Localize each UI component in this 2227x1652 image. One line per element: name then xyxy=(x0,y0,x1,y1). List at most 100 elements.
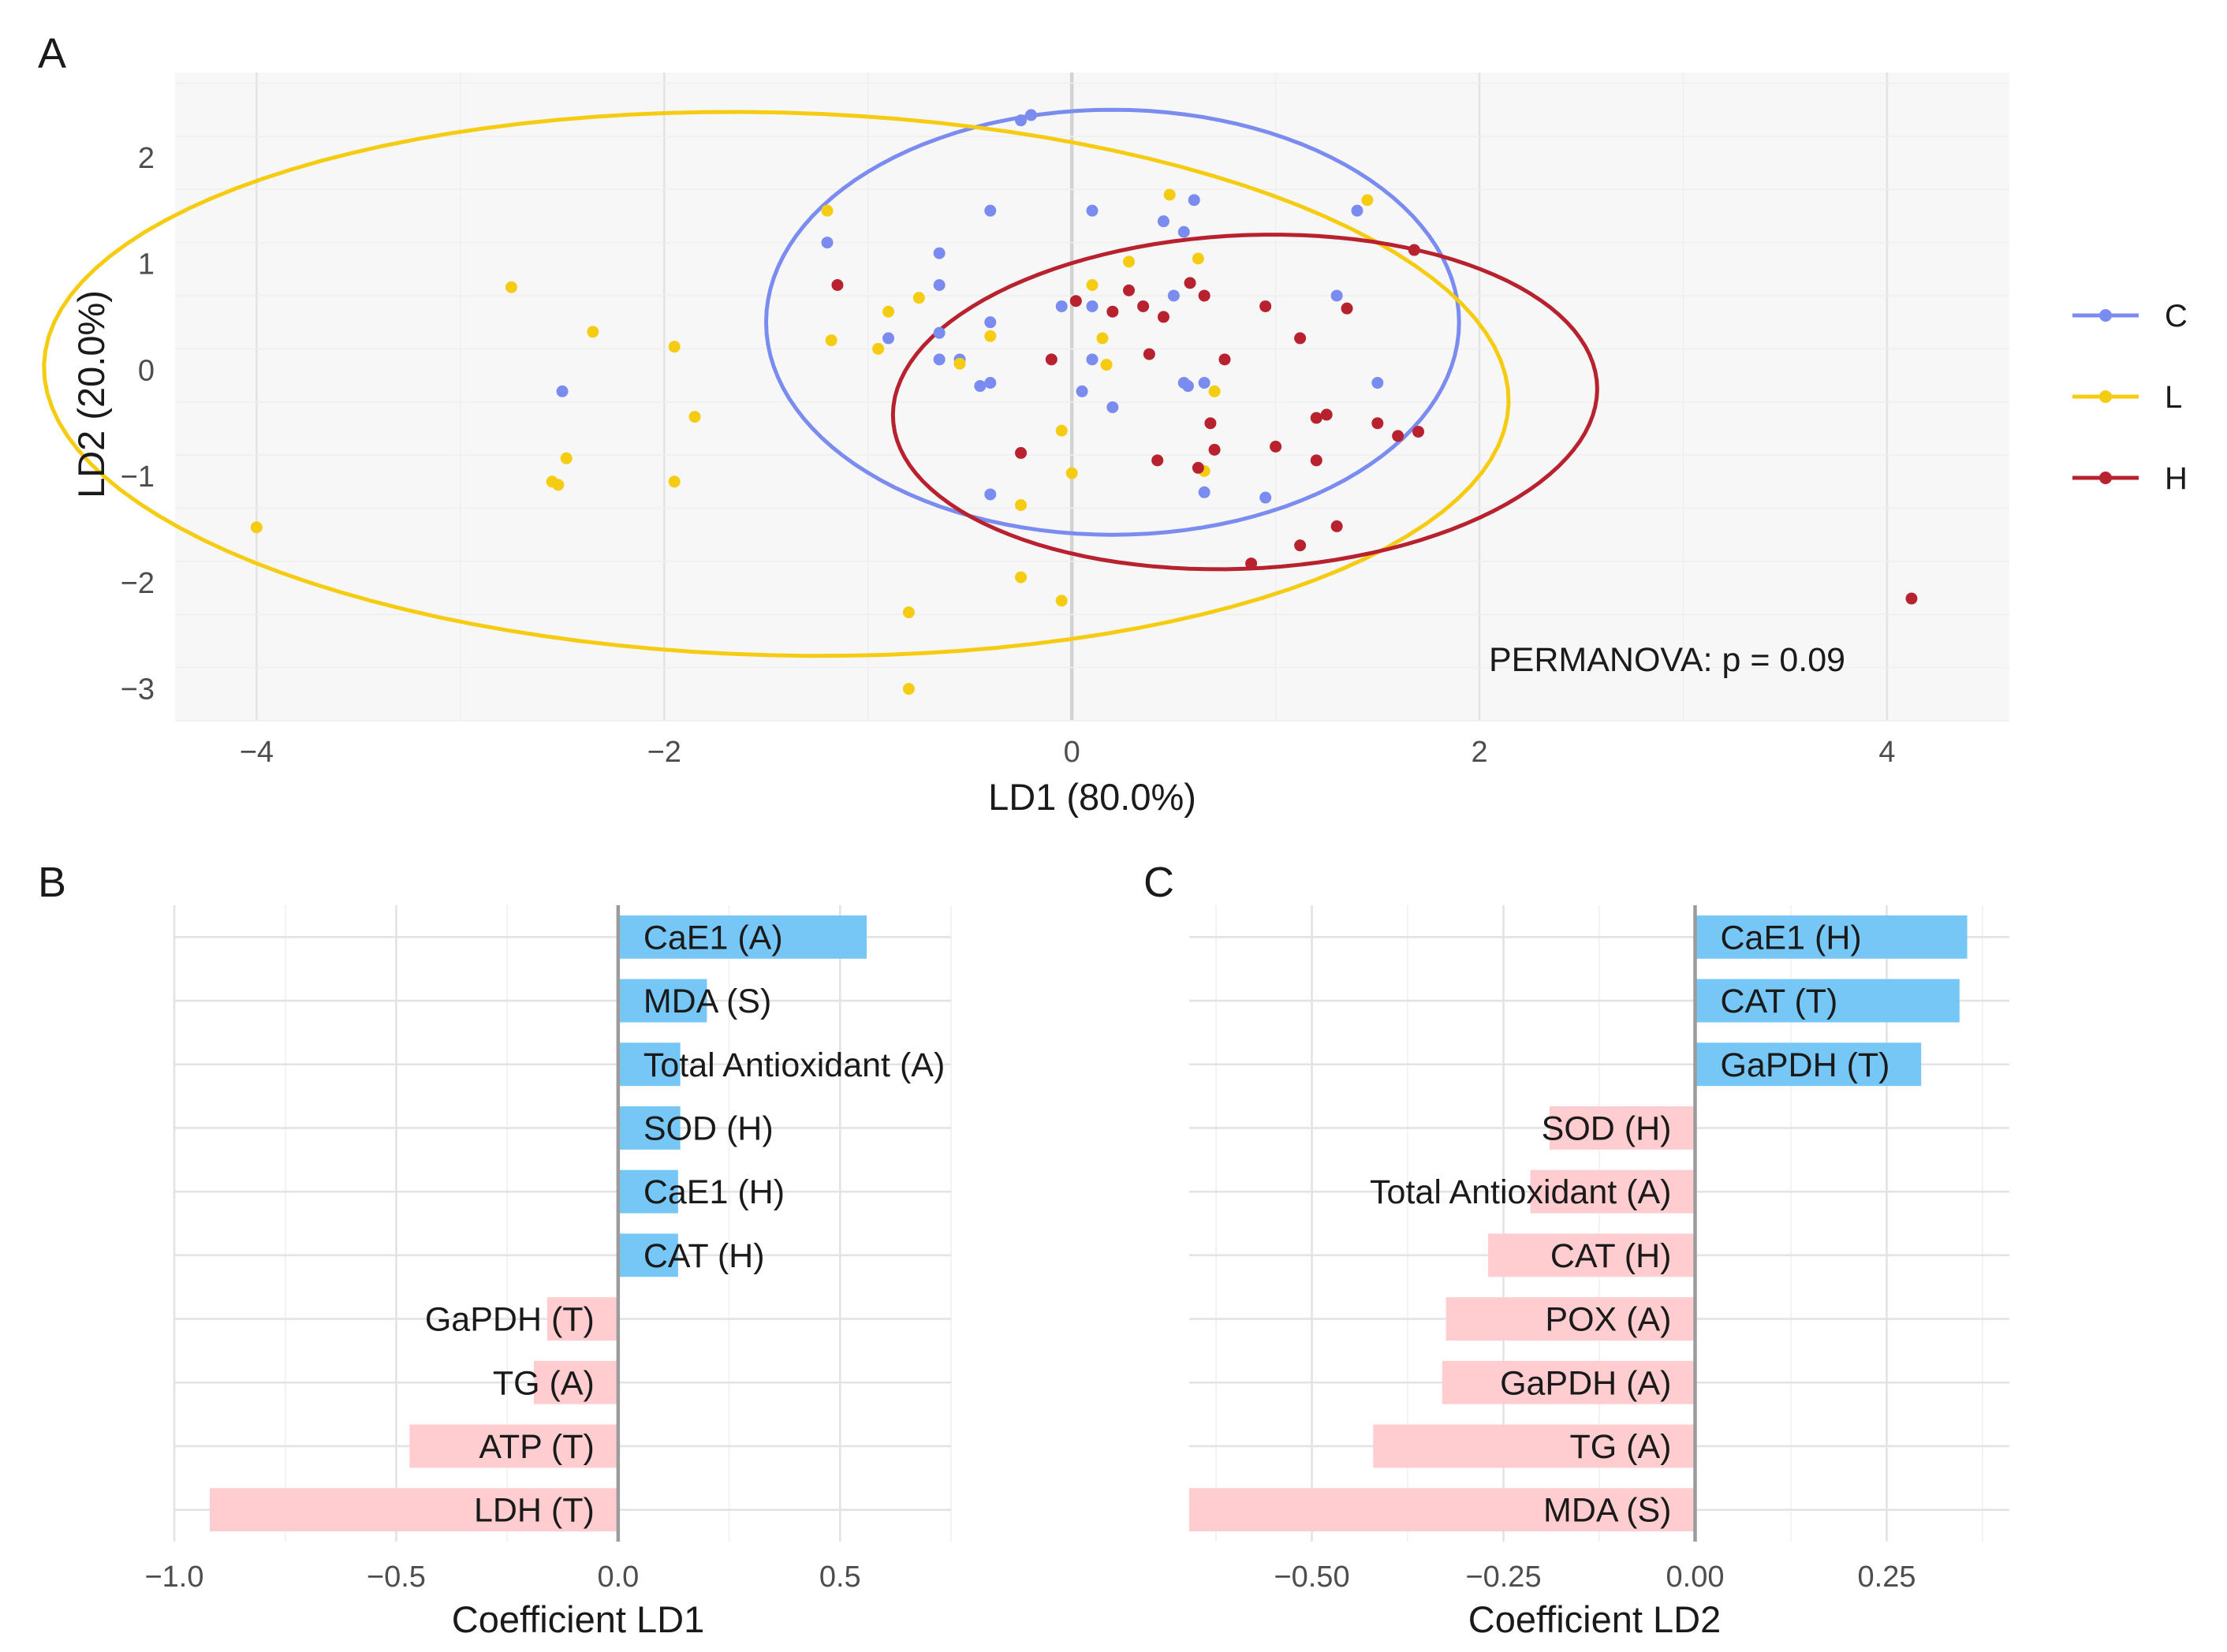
point-c xyxy=(1076,385,1088,397)
point-h xyxy=(1208,443,1221,456)
point-l xyxy=(1015,571,1028,584)
point-c xyxy=(556,385,569,397)
point-h xyxy=(1371,417,1384,430)
x-tick-label: 0.0 xyxy=(597,1561,639,1594)
point-l xyxy=(1192,252,1204,265)
panel-a-points xyxy=(250,109,1918,695)
bar-label: GaPDH (A) xyxy=(1500,1364,1671,1402)
point-l xyxy=(250,521,263,534)
point-l xyxy=(1055,595,1068,607)
point-l xyxy=(902,683,915,695)
permanova-annotation: PERMANOVA: p = 0.09 xyxy=(1489,641,1845,679)
point-h xyxy=(1294,332,1307,345)
point-h xyxy=(1184,277,1196,289)
point-h xyxy=(1198,289,1210,302)
point-c xyxy=(1055,300,1068,312)
x-tick-label: 0.5 xyxy=(819,1561,861,1594)
panel-a-gridlines xyxy=(175,73,2009,722)
panel-b-bar-chart: B CaE1 (A) MDA (S) Total Antioxidant (A) SO… xyxy=(38,859,952,1640)
point-c xyxy=(933,247,946,259)
point-h xyxy=(1123,284,1136,296)
bar-label: TG (A) xyxy=(1570,1428,1672,1466)
point-c xyxy=(984,204,997,217)
point-l xyxy=(1065,467,1078,479)
point-c xyxy=(1106,401,1119,413)
point-h xyxy=(1270,440,1282,453)
point-c xyxy=(821,237,834,249)
point-c xyxy=(1024,109,1037,121)
x-tick-label: −4 xyxy=(240,736,274,769)
panel-c-bars: CaE1 (H) CAT (T) GaPDH (T) SOD (H) Total Ant… xyxy=(1189,905,1968,1542)
point-h xyxy=(1341,302,1353,315)
bar-negative xyxy=(210,1488,618,1532)
x-tick-label: 2 xyxy=(1471,736,1487,769)
panel-b-tick-labels: −1.0 −0.5 0.0 0.5 xyxy=(144,1561,860,1594)
legend-label-c: C xyxy=(2165,299,2188,334)
panel-c-x-axis-title: Coefficient LD2 xyxy=(1468,1598,1722,1640)
panel-c-tick-labels: −0.50 −0.25 0.00 0.25 xyxy=(1274,1561,1916,1594)
point-l xyxy=(587,326,599,338)
point-l xyxy=(872,342,885,355)
point-l xyxy=(1096,332,1109,345)
point-l xyxy=(560,452,573,464)
point-c xyxy=(984,488,997,501)
y-tick-label: 1 xyxy=(138,248,155,282)
bar-label: LDH (T) xyxy=(474,1492,595,1530)
bar-label: MDA (S) xyxy=(643,983,771,1020)
bar-negative xyxy=(1530,1169,1695,1214)
legend-key-point-l xyxy=(2099,390,2112,403)
bar-positive xyxy=(1695,915,1968,959)
point-c xyxy=(984,376,997,389)
bar-label: SOD (H) xyxy=(1542,1109,1672,1147)
point-c xyxy=(1330,289,1343,302)
bar-positive xyxy=(617,1042,681,1087)
point-l xyxy=(1086,279,1099,292)
bar-label: GaPDH (T) xyxy=(425,1301,595,1339)
point-c xyxy=(933,279,946,292)
legend-label-h: H xyxy=(2165,461,2188,496)
point-h xyxy=(1320,408,1333,421)
point-c xyxy=(882,332,895,345)
point-l xyxy=(688,411,701,423)
bar-positive xyxy=(1695,1042,1922,1087)
y-tick-label: −3 xyxy=(121,673,155,707)
point-l xyxy=(505,281,517,293)
bar-negative xyxy=(1189,1488,1695,1532)
bar-negative xyxy=(409,1424,618,1468)
point-c xyxy=(1198,376,1210,389)
legend-key-point-h xyxy=(2099,472,2112,484)
panel-a-scatter: A −4 −2 0 2 4 −3 −2 −1 0 1 2 PERMANOVA: p = 0.09 L… xyxy=(38,30,2188,818)
bar-negative xyxy=(1549,1106,1695,1150)
point-h xyxy=(1218,353,1231,366)
y-tick-label: −1 xyxy=(121,461,155,494)
point-c xyxy=(933,326,946,339)
bar-label: CaE1 (H) xyxy=(1720,919,1861,957)
panel-letter-b: B xyxy=(38,859,66,906)
bar-label: Total Antioxidant (A) xyxy=(643,1046,945,1084)
point-c xyxy=(1198,486,1210,498)
point-h xyxy=(1137,300,1150,312)
bar-positive xyxy=(1695,979,1960,1023)
point-h xyxy=(1905,592,1918,605)
bar-label: CAT (T) xyxy=(1720,983,1837,1020)
bar-positive xyxy=(617,1106,681,1150)
panel-letter-a: A xyxy=(38,30,66,77)
y-tick-label: 0 xyxy=(138,354,155,387)
point-c xyxy=(1167,289,1180,302)
point-l xyxy=(1163,188,1176,201)
panel-a-x-axis-title: LD1 (80.0%) xyxy=(988,776,1196,818)
point-c xyxy=(1086,300,1099,312)
point-l xyxy=(825,334,837,347)
panel-b-bars: CaE1 (A) MDA (S) Total Antioxidant (A) SOD … xyxy=(210,905,945,1542)
point-h xyxy=(1310,454,1322,467)
point-h xyxy=(1259,300,1272,312)
ellipse-c xyxy=(763,107,1461,537)
bar-label: POX (A) xyxy=(1545,1301,1671,1339)
panel-letter-c: C xyxy=(1143,859,1174,906)
x-tick-label: −1.0 xyxy=(144,1561,203,1594)
point-l xyxy=(552,479,565,491)
point-h xyxy=(1310,412,1322,424)
point-l xyxy=(912,292,925,304)
panel-c-bar-chart: C CaE1 (H) CAT (T) GaPDH (T) SOD (H) Total A… xyxy=(1143,859,2009,1640)
bar-negative xyxy=(546,1297,618,1341)
